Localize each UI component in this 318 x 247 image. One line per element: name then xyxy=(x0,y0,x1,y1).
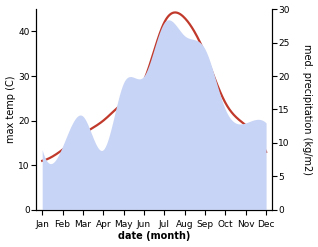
Y-axis label: med. precipitation (kg/m2): med. precipitation (kg/m2) xyxy=(302,44,313,175)
X-axis label: date (month): date (month) xyxy=(118,231,190,242)
Y-axis label: max temp (C): max temp (C) xyxy=(5,76,16,143)
